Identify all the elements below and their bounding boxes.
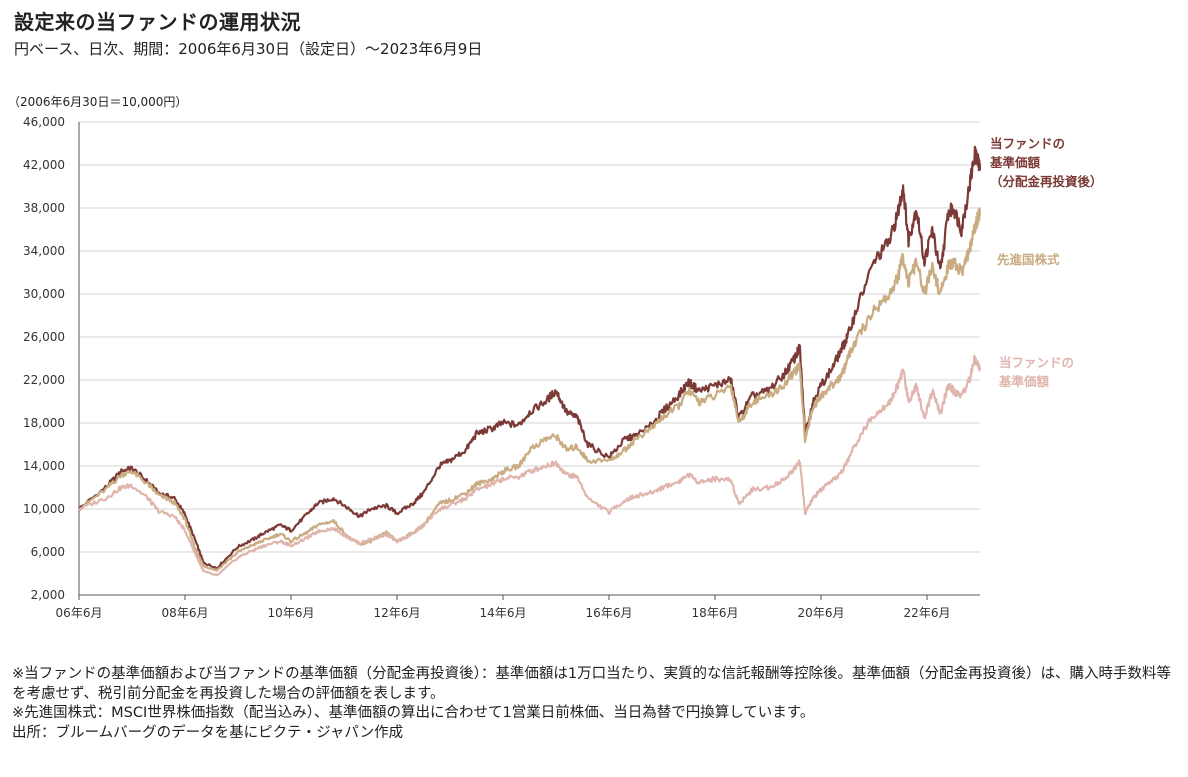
- series-line-reinvested: [78, 145, 982, 570]
- footnote-source: 出所：ブルームバーグのデータを基にピクテ・ジャパン作成: [12, 724, 404, 741]
- chart-title: 設定来の当ファンドの運用状況: [14, 10, 301, 34]
- series-label-line: 当ファンドの: [990, 136, 1066, 151]
- y-tick-label: 30,000: [23, 287, 65, 301]
- y-tick-label: 2,000: [31, 588, 65, 602]
- x-tick-label: 06年6月: [56, 606, 103, 620]
- y-tick-label: 38,000: [23, 201, 65, 215]
- footnotes: ※当ファンドの基準価額および当ファンドの基準価額（分配金再投資後）：基準価額は1…: [12, 665, 1172, 743]
- x-tick-label: 12年6月: [374, 606, 421, 620]
- series-line-msci: [78, 207, 982, 572]
- series-line-nav: [78, 354, 982, 577]
- series-label-line: 基準価額: [999, 374, 1050, 389]
- series-label-line: 基準価額: [990, 155, 1041, 170]
- y-tick-label: 14,000: [23, 459, 65, 473]
- y-tick-label: 22,000: [23, 373, 65, 387]
- series-label-line: 先進国株式: [997, 252, 1060, 267]
- series-label-line: （分配金再投資後）: [990, 174, 1103, 189]
- y-tick-label: 34,000: [23, 244, 65, 258]
- x-tick-label: 16年6月: [586, 606, 633, 620]
- x-tick-label: 18年6月: [692, 606, 739, 620]
- y-tick-labels: 2,000 6,000 10,000 14,000 18,000 22,000 26,000…: [23, 115, 65, 602]
- line-chart: 2,000 6,000 10,000 14,000 18,000 22,000 26,000…: [23, 115, 982, 620]
- footnote-fund-nav: ※当ファンドの基準価額および当ファンドの基準価額（分配金再投資後）：基準価額は1…: [12, 666, 1172, 702]
- y-tick-label: 42,000: [23, 158, 65, 172]
- x-tick-label: 14年6月: [480, 606, 527, 620]
- y-tick-label: 18,000: [23, 416, 65, 430]
- grid-lines: [79, 121, 980, 553]
- y-tick-label: 26,000: [23, 330, 65, 344]
- y-tick-label: 6,000: [31, 545, 65, 559]
- chart-subtitle: 円ベース、日次、期間：2006年6月30日（設定日）～2023年6月9日: [14, 40, 483, 58]
- y-tick-label: 46,000: [23, 115, 65, 129]
- x-tick-label: 10年6月: [268, 606, 315, 620]
- series-label-msci: 先進国株式: [997, 250, 1060, 269]
- y-axis-unit-note: （2006年6月30日＝10,000円）: [8, 95, 188, 109]
- footnote-msci: ※先進国株式：MSCI世界株価指数（配当込み）、基準価額の算出に合わせて1営業日…: [12, 705, 815, 721]
- series-label-reinvested: 当ファンドの 基準価額 （分配金再投資後）: [990, 134, 1103, 191]
- y-tick-label: 10,000: [23, 502, 65, 516]
- series-label-line: 当ファンドの: [999, 355, 1075, 370]
- axes: [78, 122, 980, 600]
- x-tick-label: 22年6月: [904, 606, 951, 620]
- series-label-nav: 当ファンドの 基準価額: [999, 353, 1074, 391]
- x-tick-label: 20年6月: [798, 606, 845, 620]
- series-lines: [78, 145, 982, 577]
- x-tick-label: 08年6月: [162, 606, 209, 620]
- x-tick-labels: 06年6月 08年6月 10年6月 12年6月 14年6月 16年6月 18年6月 20年6月…: [56, 606, 951, 620]
